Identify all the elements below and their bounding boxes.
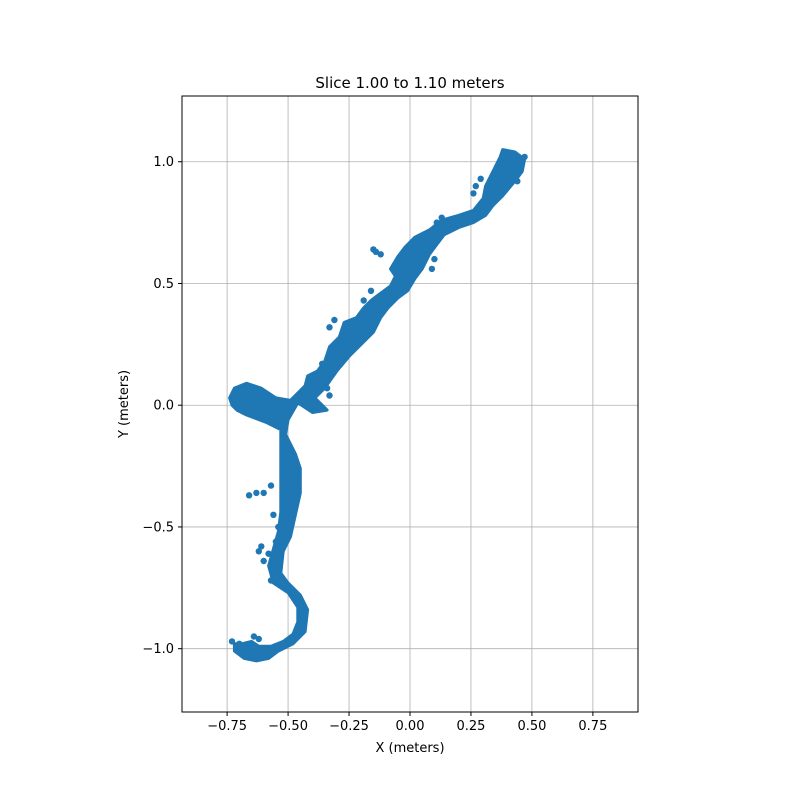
data-point — [438, 214, 445, 221]
data-point — [258, 543, 265, 550]
data-point — [255, 635, 262, 643]
data-point — [521, 153, 528, 161]
data-point — [267, 482, 275, 489]
data-point — [472, 182, 479, 190]
data-point — [260, 557, 267, 565]
data-point — [323, 385, 331, 392]
data-point — [343, 338, 350, 346]
data-point — [272, 538, 280, 545]
data-point — [331, 316, 338, 324]
data-point — [275, 523, 282, 531]
data-series — [228, 148, 528, 663]
data-point — [326, 392, 333, 399]
data-point — [253, 489, 260, 497]
data-point — [477, 175, 484, 182]
axis-ticks: −0.75 −0.50 −0.25 0.00 0.25 0.50 0.75 −1.0 −0.5 0… — [142, 155, 607, 734]
x-tick-label: 0.00 — [396, 719, 425, 734]
x-tick-label: −0.50 — [268, 719, 308, 734]
data-point — [250, 633, 258, 640]
y-tick-label: 0.0 — [153, 399, 174, 414]
data-point — [326, 324, 333, 331]
x-tick-label: −0.75 — [207, 719, 247, 734]
data-point — [428, 265, 436, 273]
data-point — [470, 190, 477, 197]
data-point — [514, 178, 521, 185]
data-point — [233, 643, 241, 650]
y-tick-label: 1.0 — [153, 155, 174, 170]
y-tick-label: −0.5 — [142, 520, 174, 535]
point-cloud-region — [228, 148, 527, 663]
data-point — [265, 550, 272, 557]
x-tick-label: 0.75 — [578, 719, 607, 734]
data-point — [377, 251, 384, 258]
data-point — [272, 574, 280, 582]
data-point — [367, 287, 375, 294]
data-point — [319, 360, 326, 367]
data-point — [270, 511, 277, 518]
y-axis-label: Y (meters) — [117, 370, 132, 439]
x-tick-label: 0.50 — [517, 719, 546, 734]
data-point — [267, 577, 275, 584]
data-point — [372, 248, 380, 255]
data-point — [431, 255, 438, 263]
data-point — [360, 297, 367, 304]
data-point — [321, 372, 328, 380]
x-tick-label: −0.25 — [329, 719, 369, 734]
data-point — [433, 219, 440, 226]
x-tick-label: 0.25 — [456, 719, 485, 734]
y-tick-label: 0.5 — [153, 277, 174, 292]
data-point — [228, 638, 236, 645]
chart-title: Slice 1.00 to 1.10 meters — [315, 74, 504, 92]
data-point — [255, 548, 262, 555]
data-point — [260, 489, 267, 497]
y-tick-label: −1.0 — [142, 642, 174, 657]
x-axis-label: X (meters) — [375, 741, 444, 756]
data-point — [245, 492, 253, 499]
